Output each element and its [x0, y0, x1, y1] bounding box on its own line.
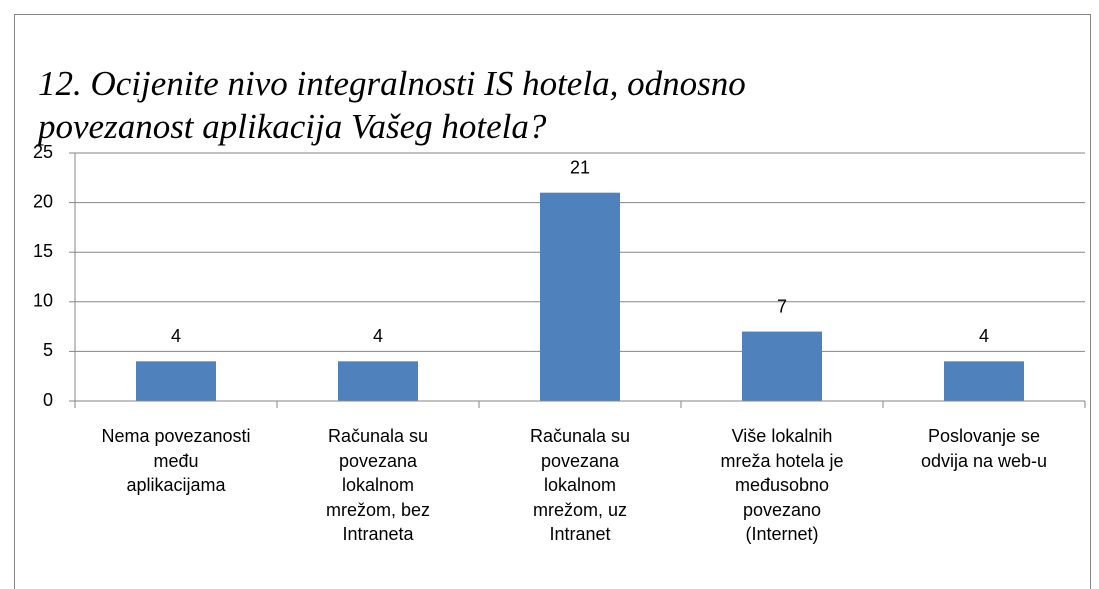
y-tick-label: 25	[33, 142, 53, 162]
y-tick-label: 15	[33, 241, 53, 261]
x-tick-label: Računala su povezana lokalnom mrežom, be…	[325, 426, 431, 544]
bar	[540, 192, 620, 401]
bar	[136, 361, 216, 401]
y-tick-label: 20	[33, 191, 53, 211]
chart-title: 12. Ocijenite nivo integralnosti IS hote…	[38, 64, 746, 146]
bar	[338, 361, 418, 401]
data-label: 21	[570, 157, 590, 177]
data-label: 7	[777, 296, 787, 316]
data-label: 4	[979, 326, 989, 346]
bar	[944, 361, 1024, 401]
x-tick-label: Poslovanje se odvija na web-u	[920, 426, 1048, 471]
y-tick-label: 10	[33, 291, 53, 311]
bar	[742, 331, 822, 401]
x-tick-label: Više lokalnih mreža hotela je međusobno …	[720, 426, 844, 544]
y-tick-label: 5	[43, 340, 53, 360]
chart-border	[14, 14, 1091, 589]
data-label: 4	[171, 326, 181, 346]
x-tick-label: Računala su povezana lokalnom mrežom, uz…	[529, 426, 631, 544]
data-label: 4	[373, 326, 383, 346]
x-tick-label: Nema povezanosti među aplikacijama	[101, 426, 251, 495]
y-tick-label: 0	[43, 390, 53, 410]
